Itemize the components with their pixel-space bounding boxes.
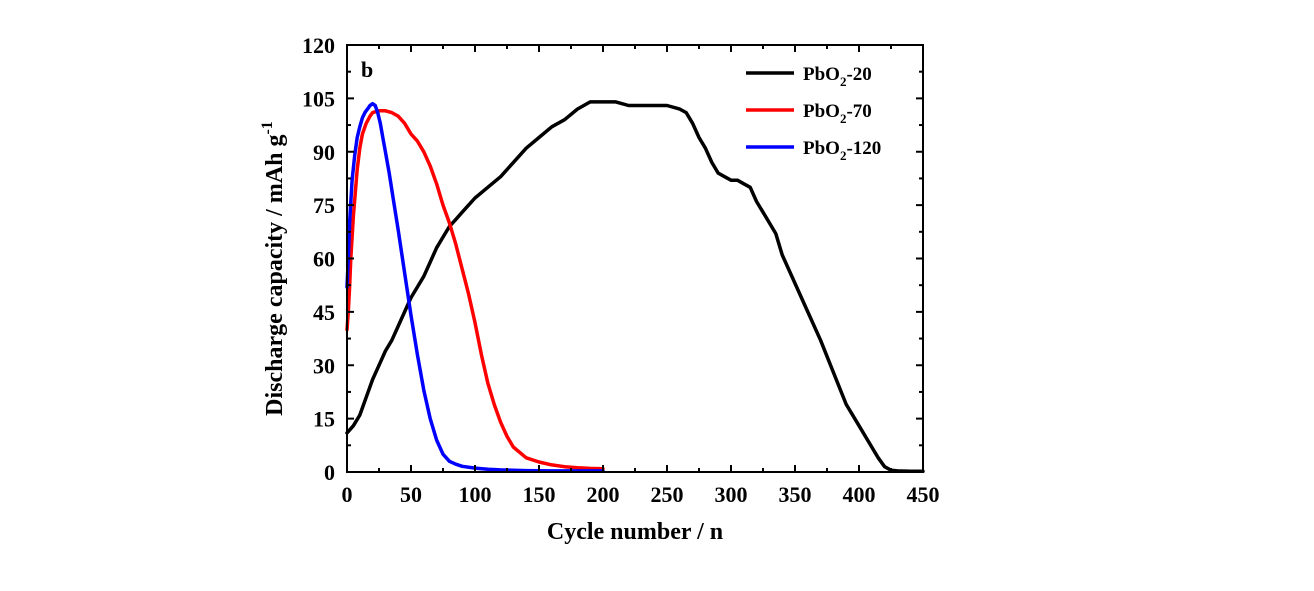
y-tick-label: 60 bbox=[313, 247, 335, 272]
axis-tick-labels: 0 50 100 150 200 250 300 350 400 450 0 15 30 45 60 75 90… bbox=[302, 33, 940, 507]
y-tick-label: 45 bbox=[313, 300, 335, 325]
x-tick-label: 200 bbox=[587, 482, 620, 507]
y-tick-label: 90 bbox=[313, 140, 335, 165]
panel-label: b bbox=[361, 57, 373, 82]
y-tick-label: 15 bbox=[313, 407, 335, 432]
y-tick-label: 0 bbox=[324, 460, 335, 485]
series-line-pbo2-20 bbox=[345, 100, 925, 474]
x-tick-label: 250 bbox=[651, 482, 684, 507]
y-axis-title-superscript: -1 bbox=[259, 121, 276, 134]
x-axis-title: Cycle number / n bbox=[547, 519, 723, 545]
y-tick-label: 105 bbox=[302, 86, 335, 111]
y-tick-label: 75 bbox=[313, 193, 335, 218]
y-axis-title-main: Discharge capacity / mAh g bbox=[262, 135, 288, 416]
x-tick-label: 150 bbox=[523, 482, 556, 507]
x-tick-label: 350 bbox=[779, 482, 812, 507]
y-tick-label: 30 bbox=[313, 353, 335, 378]
x-tick-label: 100 bbox=[459, 482, 492, 507]
x-tick-label: 400 bbox=[843, 482, 876, 507]
legend: PbO2-20 PbO2-70 PbO2-120 bbox=[746, 64, 881, 163]
axis-ticks bbox=[346, 44, 924, 473]
legend-label-pbo2-70: PbO2-70 bbox=[803, 101, 872, 126]
x-tick-label: 450 bbox=[907, 482, 940, 507]
y-tick-label: 120 bbox=[302, 33, 335, 58]
legend-label-pbo2-120: PbO2-120 bbox=[803, 138, 881, 163]
series-line-pbo2-70 bbox=[345, 109, 605, 471]
y-axis-title: Discharge capacity / mAh g-1 bbox=[259, 121, 288, 416]
x-tick-label: 300 bbox=[715, 482, 748, 507]
series-line-pbo2-120 bbox=[345, 101, 605, 473]
x-tick-label: 50 bbox=[400, 482, 422, 507]
x-tick-label: 0 bbox=[342, 482, 353, 507]
legend-label-pbo2-20: PbO2-20 bbox=[803, 64, 872, 89]
